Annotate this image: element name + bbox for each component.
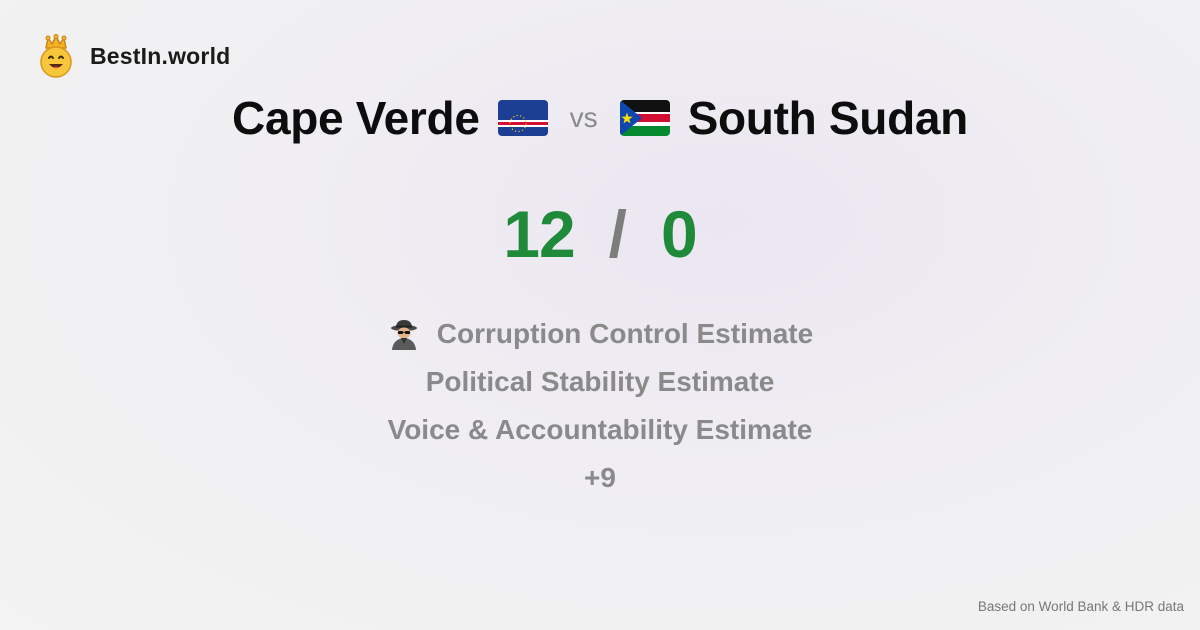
more-metrics-count: +9 xyxy=(584,454,616,502)
metric-item: Political Stability Estimate xyxy=(426,358,775,406)
left-score: 12 xyxy=(503,197,575,271)
south-sudan-flag-icon xyxy=(619,100,670,136)
metric-label: Corruption Control Estimate xyxy=(436,318,814,349)
detective-icon xyxy=(390,320,417,350)
score-separator: / xyxy=(608,197,628,271)
crowned-smiley-icon xyxy=(40,34,72,78)
more-count-label: +9 xyxy=(584,462,616,493)
comparison-title: Cape Verde vs South Sudan xyxy=(0,88,1200,148)
left-country-name: Cape Verde xyxy=(232,92,480,144)
cape-verde-flag-icon xyxy=(497,100,548,136)
right-score: 0 xyxy=(661,197,698,271)
metric-item: Corruption Control Estimate xyxy=(387,310,813,358)
metric-label: Voice & Accountability Estimate xyxy=(387,414,813,445)
metric-item: Voice & Accountability Estimate xyxy=(388,406,813,454)
score-row: 12 / 0 xyxy=(0,192,1200,276)
brand-header[interactable]: BestIn.world xyxy=(38,34,230,78)
metrics-list: Corruption Control Estimate Political St… xyxy=(0,310,1200,502)
metric-label: Political Stability Estimate xyxy=(425,366,775,397)
brand-name: BestIn.world xyxy=(90,42,231,69)
vs-label: vs xyxy=(569,102,598,133)
source-note: Based on World Bank & HDR data xyxy=(977,599,1184,614)
right-country-name: South Sudan xyxy=(687,92,969,144)
